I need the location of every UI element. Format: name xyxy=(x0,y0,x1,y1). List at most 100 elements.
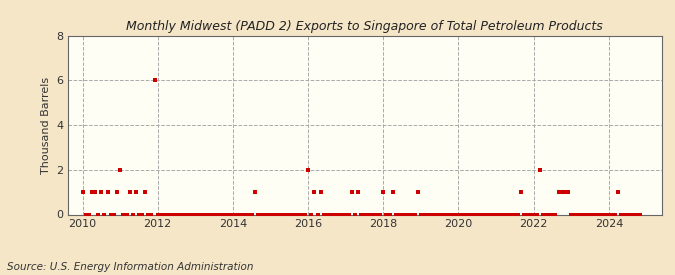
Point xyxy=(375,212,385,217)
Point xyxy=(212,212,223,217)
Point xyxy=(353,190,364,194)
Point xyxy=(136,212,147,217)
Point xyxy=(606,212,617,217)
Point xyxy=(84,212,95,217)
Point xyxy=(105,212,116,217)
Point xyxy=(443,212,454,217)
Point xyxy=(287,212,298,217)
Point xyxy=(460,212,470,217)
Point xyxy=(362,212,373,217)
Point xyxy=(90,190,101,194)
Point xyxy=(434,212,445,217)
Point xyxy=(610,212,620,217)
Point xyxy=(281,212,292,217)
Point xyxy=(86,190,97,194)
Point xyxy=(390,212,401,217)
Point xyxy=(428,212,439,217)
Point xyxy=(277,212,288,217)
Point xyxy=(394,212,404,217)
Point xyxy=(572,212,583,217)
Point xyxy=(356,212,367,217)
Point xyxy=(566,212,576,217)
Point xyxy=(294,212,304,217)
Point xyxy=(178,212,188,217)
Point xyxy=(193,212,204,217)
Point xyxy=(103,190,113,194)
Point xyxy=(365,212,376,217)
Point xyxy=(328,212,339,217)
Point xyxy=(249,190,260,194)
Point xyxy=(149,78,160,82)
Point xyxy=(202,212,213,217)
Point xyxy=(227,212,238,217)
Point xyxy=(491,212,502,217)
Point xyxy=(582,212,593,217)
Point xyxy=(506,212,517,217)
Point xyxy=(347,190,358,194)
Point xyxy=(215,212,226,217)
Point xyxy=(431,212,442,217)
Point xyxy=(115,167,126,172)
Point xyxy=(300,212,310,217)
Point xyxy=(325,212,335,217)
Point xyxy=(406,212,417,217)
Point xyxy=(575,212,586,217)
Point xyxy=(180,212,191,217)
Point xyxy=(450,212,461,217)
Point xyxy=(371,212,382,217)
Point xyxy=(516,190,526,194)
Point xyxy=(196,212,207,217)
Point xyxy=(319,212,329,217)
Point xyxy=(422,212,433,217)
Point xyxy=(306,212,317,217)
Point xyxy=(384,212,395,217)
Point xyxy=(588,212,599,217)
Point xyxy=(140,190,151,194)
Point xyxy=(315,190,326,194)
Point xyxy=(601,212,612,217)
Point xyxy=(409,212,420,217)
Point xyxy=(416,212,427,217)
Point xyxy=(77,190,88,194)
Point xyxy=(510,212,520,217)
Point xyxy=(165,212,176,217)
Point xyxy=(622,212,633,217)
Point xyxy=(493,212,504,217)
Point xyxy=(265,212,276,217)
Point xyxy=(484,212,495,217)
Point xyxy=(271,212,282,217)
Point xyxy=(425,212,435,217)
Point xyxy=(560,190,570,194)
Point xyxy=(321,212,332,217)
Point xyxy=(529,212,539,217)
Point xyxy=(121,212,132,217)
Point xyxy=(209,212,219,217)
Point xyxy=(519,212,530,217)
Point xyxy=(199,212,210,217)
Point xyxy=(603,212,614,217)
Point xyxy=(628,212,639,217)
Point xyxy=(625,212,636,217)
Point xyxy=(130,190,141,194)
Point xyxy=(338,212,348,217)
Point xyxy=(296,212,307,217)
Point xyxy=(400,212,410,217)
Point xyxy=(334,212,345,217)
Point xyxy=(184,212,194,217)
Point xyxy=(252,212,263,217)
Point xyxy=(80,212,91,217)
Point xyxy=(550,212,561,217)
Point xyxy=(168,212,179,217)
Point xyxy=(569,212,580,217)
Point xyxy=(479,212,489,217)
Point xyxy=(171,212,182,217)
Point xyxy=(378,190,389,194)
Point xyxy=(462,212,473,217)
Point xyxy=(544,212,555,217)
Point xyxy=(340,212,351,217)
Point xyxy=(472,212,483,217)
Point xyxy=(418,212,429,217)
Point xyxy=(93,212,104,217)
Point xyxy=(268,212,279,217)
Point xyxy=(541,212,551,217)
